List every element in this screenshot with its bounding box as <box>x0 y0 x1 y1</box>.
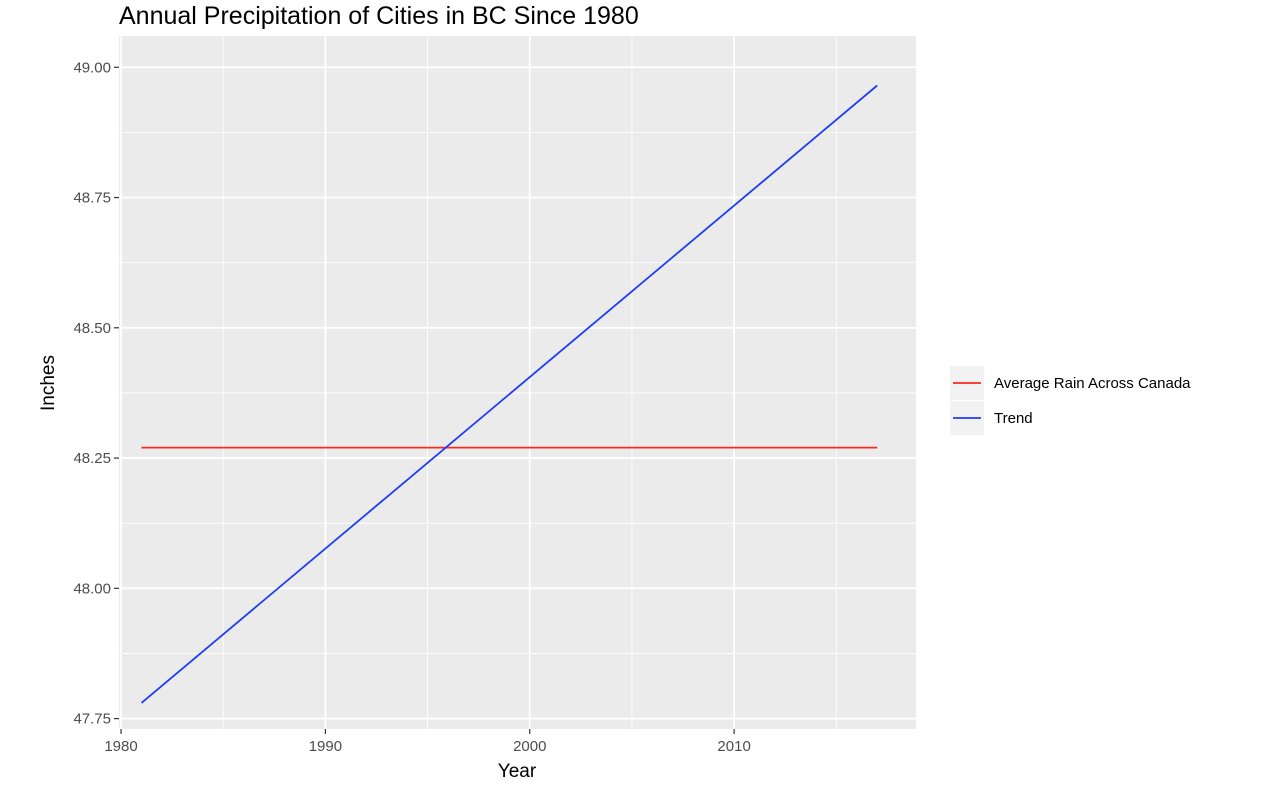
grid-minor <box>119 36 916 729</box>
series-line-1 <box>140 84 878 704</box>
y-tick-label: 48.50 <box>73 320 111 337</box>
y-axis-ticks: 47.75 48.00 48.25 48.50 48.75 49.00 <box>73 59 119 728</box>
x-tick-label: 1980 <box>104 738 137 755</box>
y-tick-label: 48.25 <box>73 450 111 467</box>
series-layer <box>140 84 878 704</box>
y-tick-label: 48.75 <box>73 190 111 207</box>
y-axis-title: Inches <box>38 355 59 411</box>
legend: Average Rain Across Canada Trend <box>950 366 1191 435</box>
y-tick-label: 48.00 <box>73 580 111 597</box>
legend-label: Average Rain Across Canada <box>994 375 1191 392</box>
x-tick-label: 2000 <box>513 738 546 755</box>
legend-label: Trend <box>994 410 1033 427</box>
x-axis-title: Year <box>498 761 537 782</box>
chart-title: Annual Precipitation of Cities in BC Sin… <box>119 2 639 30</box>
plot-panel <box>119 36 916 729</box>
x-tick-label: 2010 <box>717 738 750 755</box>
y-tick-label: 47.75 <box>73 711 111 728</box>
y-tick-label: 49.00 <box>73 59 111 76</box>
x-axis-ticks: 1980 1990 2000 2010 <box>104 729 751 755</box>
x-tick-label: 1990 <box>309 738 342 755</box>
grid-major <box>119 36 916 729</box>
